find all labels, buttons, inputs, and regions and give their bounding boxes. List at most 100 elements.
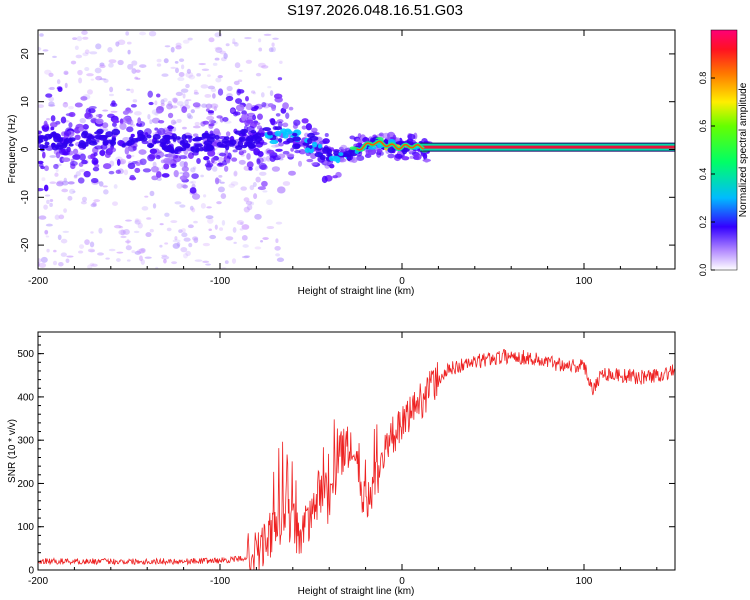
spectrogram-cell [54,214,60,220]
spectrogram-cell [94,145,103,150]
spectrogram-cell [87,264,93,269]
spectrogram-cell [232,227,237,233]
colorbar-label: Normalized spectral amplitude [738,82,749,217]
spectrogram-cell [46,199,50,205]
spectrogram-cell [112,201,118,206]
spectrogram-cell [245,59,253,64]
snr-ytick-label: 500 [17,349,34,360]
spectrogram-cell [192,133,199,137]
spectrogram-cell [189,205,194,211]
spectrogram-cell [75,171,81,177]
spectrogram-cell [185,99,192,102]
spectrogram-cell [258,38,262,43]
spectrogram-cell [63,208,67,213]
spectrogram-cell [45,235,50,238]
spectrogram-cell [311,141,318,148]
spectrogram-cell [38,187,44,192]
colorbar: 0.0 0.2 0.4 0.6 0.8 Normalized spectral ampl… [698,29,749,276]
spectrogram-cell [125,240,132,244]
spectrogram-cell [137,117,142,125]
spectrogram-cell [202,133,211,139]
spectrogram-cell [203,194,207,198]
spectrogram-cell [249,184,255,191]
spectrogram-ytick-label: 10 [20,96,31,108]
spectrogram-xtick-label: 100 [576,276,593,287]
spectrogram-cell [228,183,235,188]
spectrogram-cell [146,134,152,139]
spectrogram-cell [206,115,215,121]
spectrogram-cell [110,102,118,108]
spectrogram-cell [208,123,215,127]
spectrogram-cell [275,113,281,117]
snr-ytick-label: 400 [17,392,34,403]
spectrogram-cell [38,262,47,268]
spectrogram-cell [156,58,162,63]
spectrogram-cell [137,222,143,229]
spectrogram-cell [117,39,126,46]
spectrogram-cell [126,238,130,245]
spectrogram-cell [91,263,98,267]
spectrogram-cell [50,115,56,122]
spectrogram-cell [324,132,329,137]
spectrogram-cell [262,190,268,193]
spectrogram-cell [157,120,165,124]
spectrogram-cell [212,62,218,66]
spectrogram-cell [98,181,104,187]
spectrogram-cell [242,149,247,154]
spectrogram-cell [262,127,272,132]
spectrogram-cell [192,236,199,241]
spectrogram-cell [77,177,85,184]
spectrogram-cell [253,105,259,110]
spectrogram-cell [181,166,189,172]
spectrogram-cell [184,99,189,106]
spectrogram-cell [80,200,87,205]
spectrogram-cell [202,242,210,247]
spectrogram-cell [185,83,190,89]
spectrogram-cell [225,236,234,241]
spectrogram-cell [149,228,154,233]
spectrogram-cell [207,74,211,77]
snr-panel: -200 -100 0 100 0 100 200 300 400 500 Height of s… [7,331,676,597]
spectrogram-cell [164,212,170,217]
spectrogram-cell [266,199,273,206]
spectrogram-cell [108,93,115,97]
spectrogram-cell [48,72,54,77]
spectrogram-cell [213,128,220,136]
spectrogram-cell [112,122,117,127]
spectrogram-cell [282,181,291,186]
spectrogram-cell [73,174,78,178]
spectrogram-cell [161,73,169,77]
spectrogram-cell [355,138,361,143]
spectrogram-cell [183,161,188,168]
spectrogram-cell [173,170,179,178]
spectrogram-cell [161,254,168,257]
spectrogram-cell [171,261,178,265]
spectrogram-cell [276,257,285,263]
spectrogram-cell [166,103,173,110]
spectrogram-cell [164,45,171,48]
spectrogram-cell [246,161,254,169]
spectrogram-cell [204,93,212,98]
spectrogram-cell [207,218,214,224]
spectrogram-cell [215,77,222,83]
spectrogram-cell [278,138,283,143]
spectrogram-cell [232,38,236,45]
spectrogram-cell [185,250,191,257]
spectrogram-cell [208,37,215,43]
spectrogram-cell [202,260,210,263]
spectrogram-cell [387,153,395,159]
spectrogram-cell [161,173,170,178]
spectrogram-cell [192,125,201,129]
spectrogram-cell [277,153,286,159]
spectrogram-cell [338,158,347,163]
spectrogram-cell [103,189,109,195]
spectrogram-cell [129,136,134,141]
spectrogram-cell [215,47,223,53]
spectrogram-cell [278,142,284,147]
spectrogram-cell [219,227,224,231]
spectrogram-cell [87,89,93,95]
spectrogram-cell [205,163,212,171]
spectrogram-cell [422,152,428,160]
spectrogram-cell [149,190,155,197]
spectrogram-cell [275,253,280,257]
